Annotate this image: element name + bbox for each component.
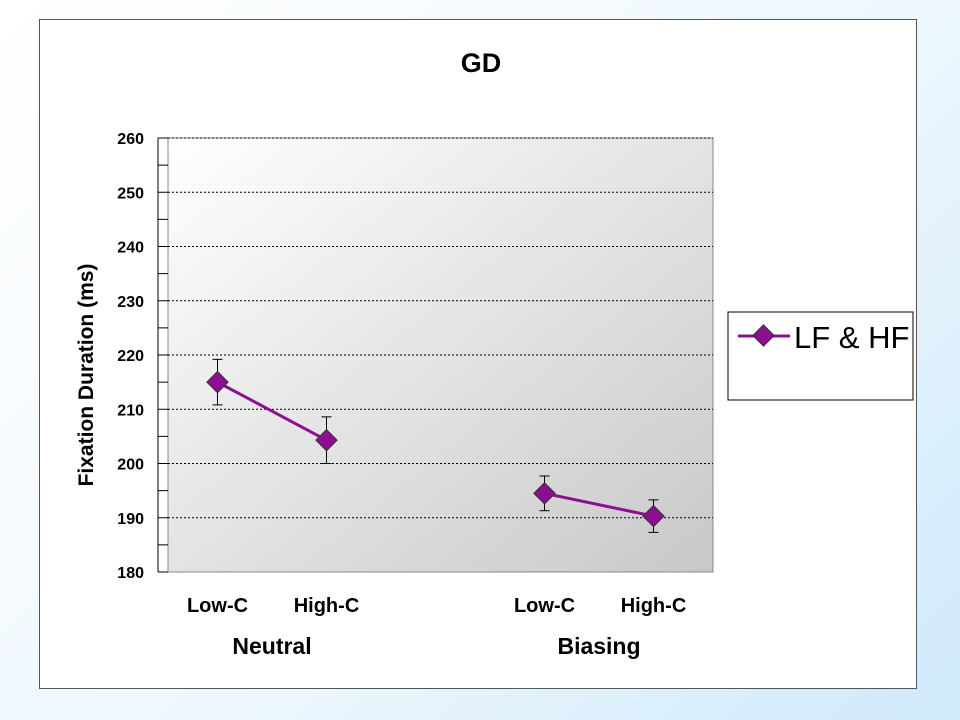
y-tick-label: 190 xyxy=(117,511,144,528)
data-point xyxy=(206,370,229,394)
chart-title: GD xyxy=(461,48,502,78)
group-label: Biasing xyxy=(557,633,640,659)
chart-svg: GD 180 190 200 210 220 230 240 250 260 Fixation … xyxy=(75,48,914,659)
chart-panel: GD 180 190 200 210 220 230 240 250 260 Fixation … xyxy=(39,19,917,689)
y-tick-label: 220 xyxy=(117,348,144,365)
x-tick-label: High-C xyxy=(621,595,687,617)
legend-marker xyxy=(752,324,775,347)
series-line-neutral xyxy=(216,380,328,442)
y-tick-label: 230 xyxy=(117,294,144,311)
y-tick-label: 250 xyxy=(117,185,144,202)
legend: LF & HF xyxy=(727,311,914,401)
y-tick-label: 200 xyxy=(117,457,144,474)
gridlines xyxy=(168,137,713,519)
series-line-biasing xyxy=(544,491,654,518)
x-tick-label: Low-C xyxy=(187,595,248,617)
group-labels: Neutral Biasing xyxy=(232,633,640,659)
legend-label: LF & HF xyxy=(794,320,909,355)
y-tick-label: 210 xyxy=(117,402,144,419)
y-tick-label: 260 xyxy=(117,131,144,148)
x-axis-labels: Low-C High-C Low-C High-C xyxy=(187,595,686,617)
y-axis-label: Fixation Duration (ms) xyxy=(75,264,98,487)
data-point xyxy=(533,482,556,505)
y-tick-label: 180 xyxy=(117,565,144,582)
y-axis: 180 190 200 210 220 230 240 250 260 xyxy=(117,131,168,582)
x-tick-label: Low-C xyxy=(514,595,575,617)
series-lf-hf xyxy=(206,358,665,533)
y-tick-label: 240 xyxy=(117,240,144,257)
x-tick-label: High-C xyxy=(294,595,360,617)
data-point xyxy=(642,504,665,528)
data-point xyxy=(315,428,338,452)
group-label: Neutral xyxy=(232,633,311,659)
legend-box xyxy=(727,311,914,401)
